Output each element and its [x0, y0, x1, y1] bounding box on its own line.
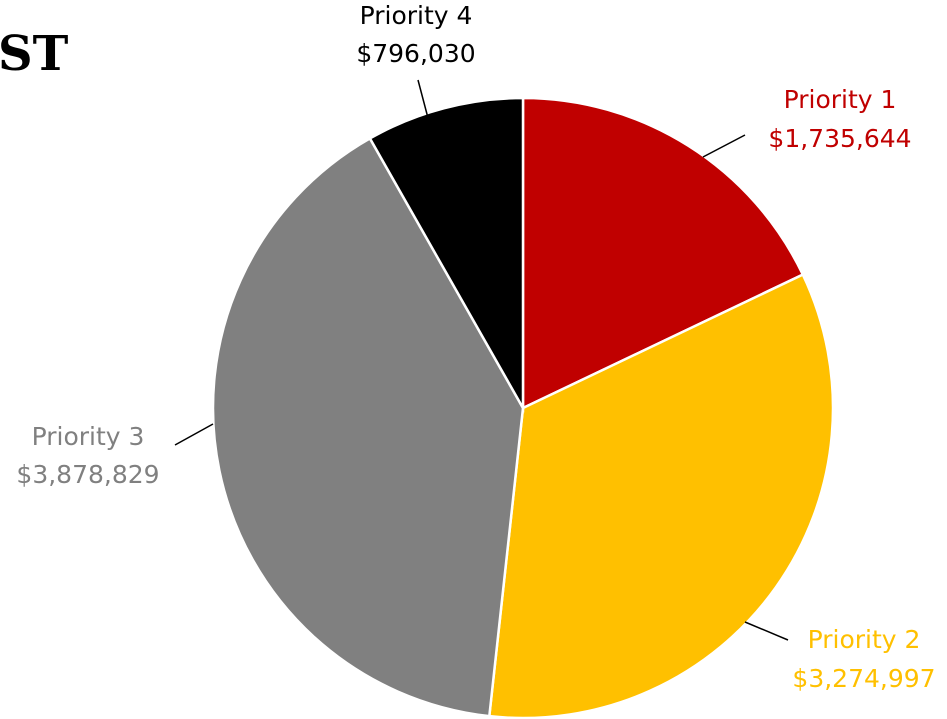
leader-line: [744, 621, 789, 641]
slice-label: Priority 3: [32, 422, 145, 451]
slice-label: Priority 4: [360, 1, 473, 30]
pie-slice: [368, 96, 525, 413]
slice-label: Priority 2: [808, 625, 921, 654]
leader-line: [702, 134, 746, 158]
chart-title: ST: [0, 26, 69, 82]
pie-slice: [521, 96, 805, 410]
slice-value-label: $3,274,997: [792, 664, 935, 693]
slice-label: Priority 1: [784, 85, 897, 114]
slice-value-label: $796,030: [356, 39, 475, 68]
pie-slice: [211, 136, 525, 718]
leader-line: [174, 423, 214, 446]
pie-slice: [487, 272, 835, 719]
slice-value-label: $3,878,829: [16, 460, 159, 489]
leader-line: [417, 79, 429, 119]
slice-value-label: $1,735,644: [768, 124, 911, 153]
